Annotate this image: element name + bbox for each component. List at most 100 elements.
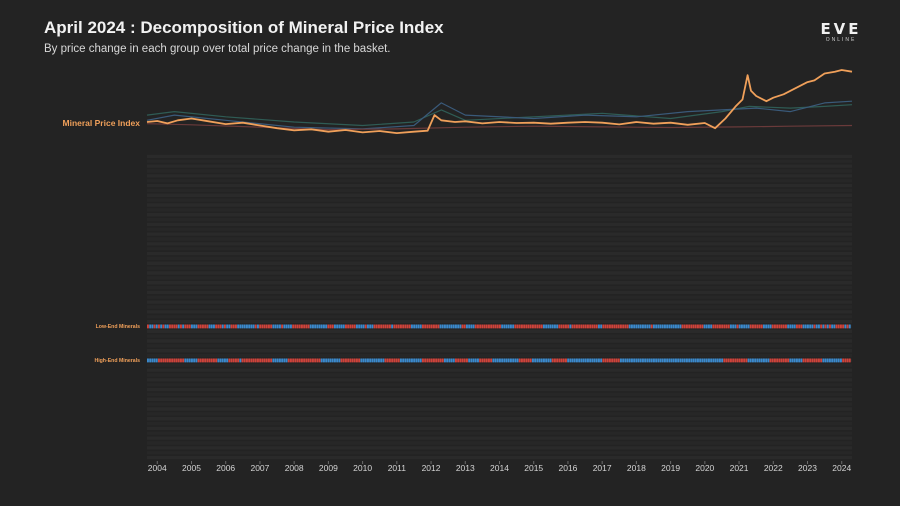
heatmap-cell — [158, 358, 160, 363]
heatmap-row — [147, 373, 852, 377]
heatmap-cell — [472, 324, 475, 329]
heatmap-cell — [417, 324, 420, 329]
heatmap-cell — [210, 358, 213, 363]
heatmap-row-band — [147, 451, 852, 455]
heatmap-cell — [437, 358, 440, 363]
heatmap-cell — [371, 324, 374, 329]
heatmap-cell — [712, 358, 715, 363]
heatmap-cell — [727, 324, 730, 329]
heatmap-cell — [191, 324, 193, 329]
heatmap-cell — [283, 324, 286, 329]
heatmap-cell — [444, 324, 446, 329]
heatmap-cell — [323, 324, 325, 329]
heatmap-cell — [560, 358, 563, 363]
heatmap-cell — [408, 324, 411, 329]
x-tick-label: 2015 — [524, 463, 543, 473]
decomposition-heatmap: Low-End Minerals High-End Minerals — [94, 154, 852, 460]
heatmap-cell — [804, 324, 807, 329]
heatmap-row — [147, 363, 852, 367]
heatmap-cell — [180, 324, 182, 329]
heatmap-cell — [595, 358, 598, 363]
heatmap-cell — [697, 324, 699, 329]
heatmap-row-band — [147, 213, 852, 217]
heatmap-row — [147, 154, 852, 159]
heatmap-cell — [441, 358, 444, 363]
heatmap-cell — [217, 358, 220, 363]
heatmap-cell — [655, 324, 658, 329]
heatmap-row — [147, 329, 852, 333]
heatmap-cell — [483, 324, 486, 329]
heatmap-cell — [829, 324, 831, 329]
heatmap-cell — [547, 324, 550, 329]
heatmap-cell — [450, 324, 453, 329]
heatmap-cell — [380, 324, 383, 329]
heatmap-row-band — [147, 276, 852, 280]
heatmap-cell — [532, 358, 534, 363]
heatmap-cell — [589, 324, 592, 329]
heatmap-cell — [732, 324, 735, 329]
heatmap-cell — [802, 324, 805, 329]
heatmap-cell — [470, 358, 473, 363]
x-tick-label: 2006 — [216, 463, 235, 473]
heatmap-row-band — [147, 256, 852, 261]
heatmap-cell — [734, 358, 737, 363]
heatmap-cell — [235, 324, 237, 329]
heatmap-row-band — [147, 436, 852, 440]
heatmap-cell — [763, 324, 765, 329]
heatmap-cell — [765, 358, 768, 363]
heatmap-cell — [512, 358, 515, 363]
heatmap-cell — [367, 358, 369, 363]
heatmap-cell — [281, 358, 284, 363]
heatmap-cell — [248, 324, 251, 329]
heatmap-cell — [510, 358, 512, 363]
heatmap-cell — [818, 358, 820, 363]
heatmap-cell — [338, 358, 341, 363]
heatmap-cell — [611, 324, 614, 329]
heatmap-cell — [433, 358, 435, 363]
heatmap-cell — [800, 358, 803, 363]
heatmap-cell — [298, 324, 301, 329]
heatmap-cell — [171, 358, 174, 363]
heatmap-cell — [213, 358, 215, 363]
heatmap-cell — [782, 324, 785, 329]
heatmap-row-band — [147, 349, 852, 353]
heatmap-cell — [672, 358, 675, 363]
heatmap-cell — [798, 358, 801, 363]
heatmap-cell — [246, 358, 248, 363]
heatmap-cell — [426, 324, 429, 329]
heatmap-cell — [345, 358, 347, 363]
heatmap-cell — [151, 324, 154, 329]
heatmap-cell — [736, 358, 739, 363]
heatmap-cell — [415, 358, 418, 363]
heatmap-row — [147, 315, 852, 319]
heatmap-row-band — [147, 203, 852, 207]
heatmap-cell — [316, 358, 319, 363]
heatmap-row — [147, 383, 852, 387]
heatmap-cell — [312, 358, 314, 363]
heatmap-cell — [435, 358, 438, 363]
x-tick-label: 2019 — [661, 463, 680, 473]
heatmap-cell — [373, 324, 376, 329]
heatmap-cell — [345, 324, 347, 329]
heatmap-cell — [375, 358, 378, 363]
heatmap-row-band — [147, 392, 852, 397]
heatmap-cell — [738, 324, 741, 329]
heatmap-cell — [336, 358, 339, 363]
x-tick-label: 2022 — [764, 463, 783, 473]
heatmap-row — [147, 431, 852, 435]
heatmap-cell — [499, 324, 501, 329]
heatmap-cell — [169, 358, 171, 363]
heatmap-cell — [488, 358, 490, 363]
heatmap-cell — [587, 358, 589, 363]
heatmap-row — [147, 387, 852, 392]
heatmap-cell — [331, 358, 334, 363]
heatmap-row — [147, 349, 852, 353]
heatmap-cell — [162, 324, 165, 329]
heatmap-row — [147, 227, 852, 231]
heatmap-cell — [397, 324, 400, 329]
heatmap-cell — [666, 358, 669, 363]
heatmap-row-band — [147, 417, 852, 421]
heatmap-row-band — [147, 334, 852, 338]
heatmap-cell — [426, 358, 429, 363]
heatmap-cell — [573, 358, 576, 363]
